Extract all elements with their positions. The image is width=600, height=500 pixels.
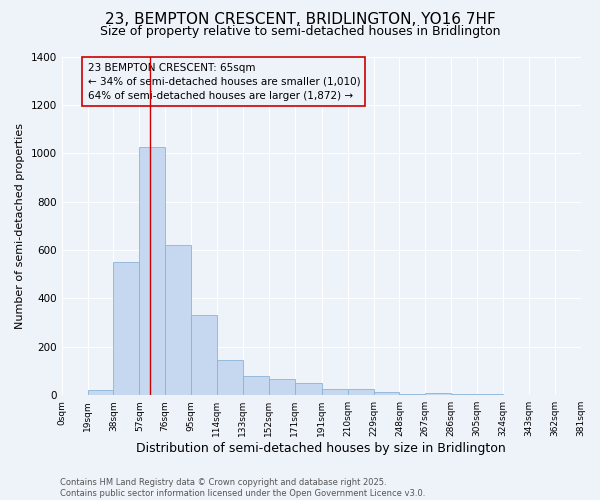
Bar [88, 390, 113, 395]
Bar [451, 394, 477, 395]
Bar [295, 383, 322, 395]
Text: Size of property relative to semi-detached houses in Bridlington: Size of property relative to semi-detach… [100, 25, 500, 38]
Text: 23 BEMPTON CRESCENT: 65sqm
← 34% of semi-detached houses are smaller (1,010)
64%: 23 BEMPTON CRESCENT: 65sqm ← 34% of semi… [88, 62, 360, 100]
Bar [165, 245, 191, 395]
Bar [347, 389, 374, 395]
Bar [243, 376, 269, 395]
Bar [477, 394, 503, 395]
Bar [400, 394, 425, 395]
Y-axis label: Number of semi-detached properties: Number of semi-detached properties [15, 123, 25, 329]
Bar [113, 262, 139, 395]
Bar [191, 316, 217, 395]
Text: Contains HM Land Registry data © Crown copyright and database right 2025.
Contai: Contains HM Land Registry data © Crown c… [60, 478, 425, 498]
Bar [217, 360, 243, 395]
Bar [374, 392, 400, 395]
Text: 23, BEMPTON CRESCENT, BRIDLINGTON, YO16 7HF: 23, BEMPTON CRESCENT, BRIDLINGTON, YO16 … [104, 12, 496, 28]
Bar [139, 147, 165, 395]
Bar [425, 393, 451, 395]
X-axis label: Distribution of semi-detached houses by size in Bridlington: Distribution of semi-detached houses by … [136, 442, 506, 455]
Bar [322, 389, 347, 395]
Bar [269, 380, 295, 395]
